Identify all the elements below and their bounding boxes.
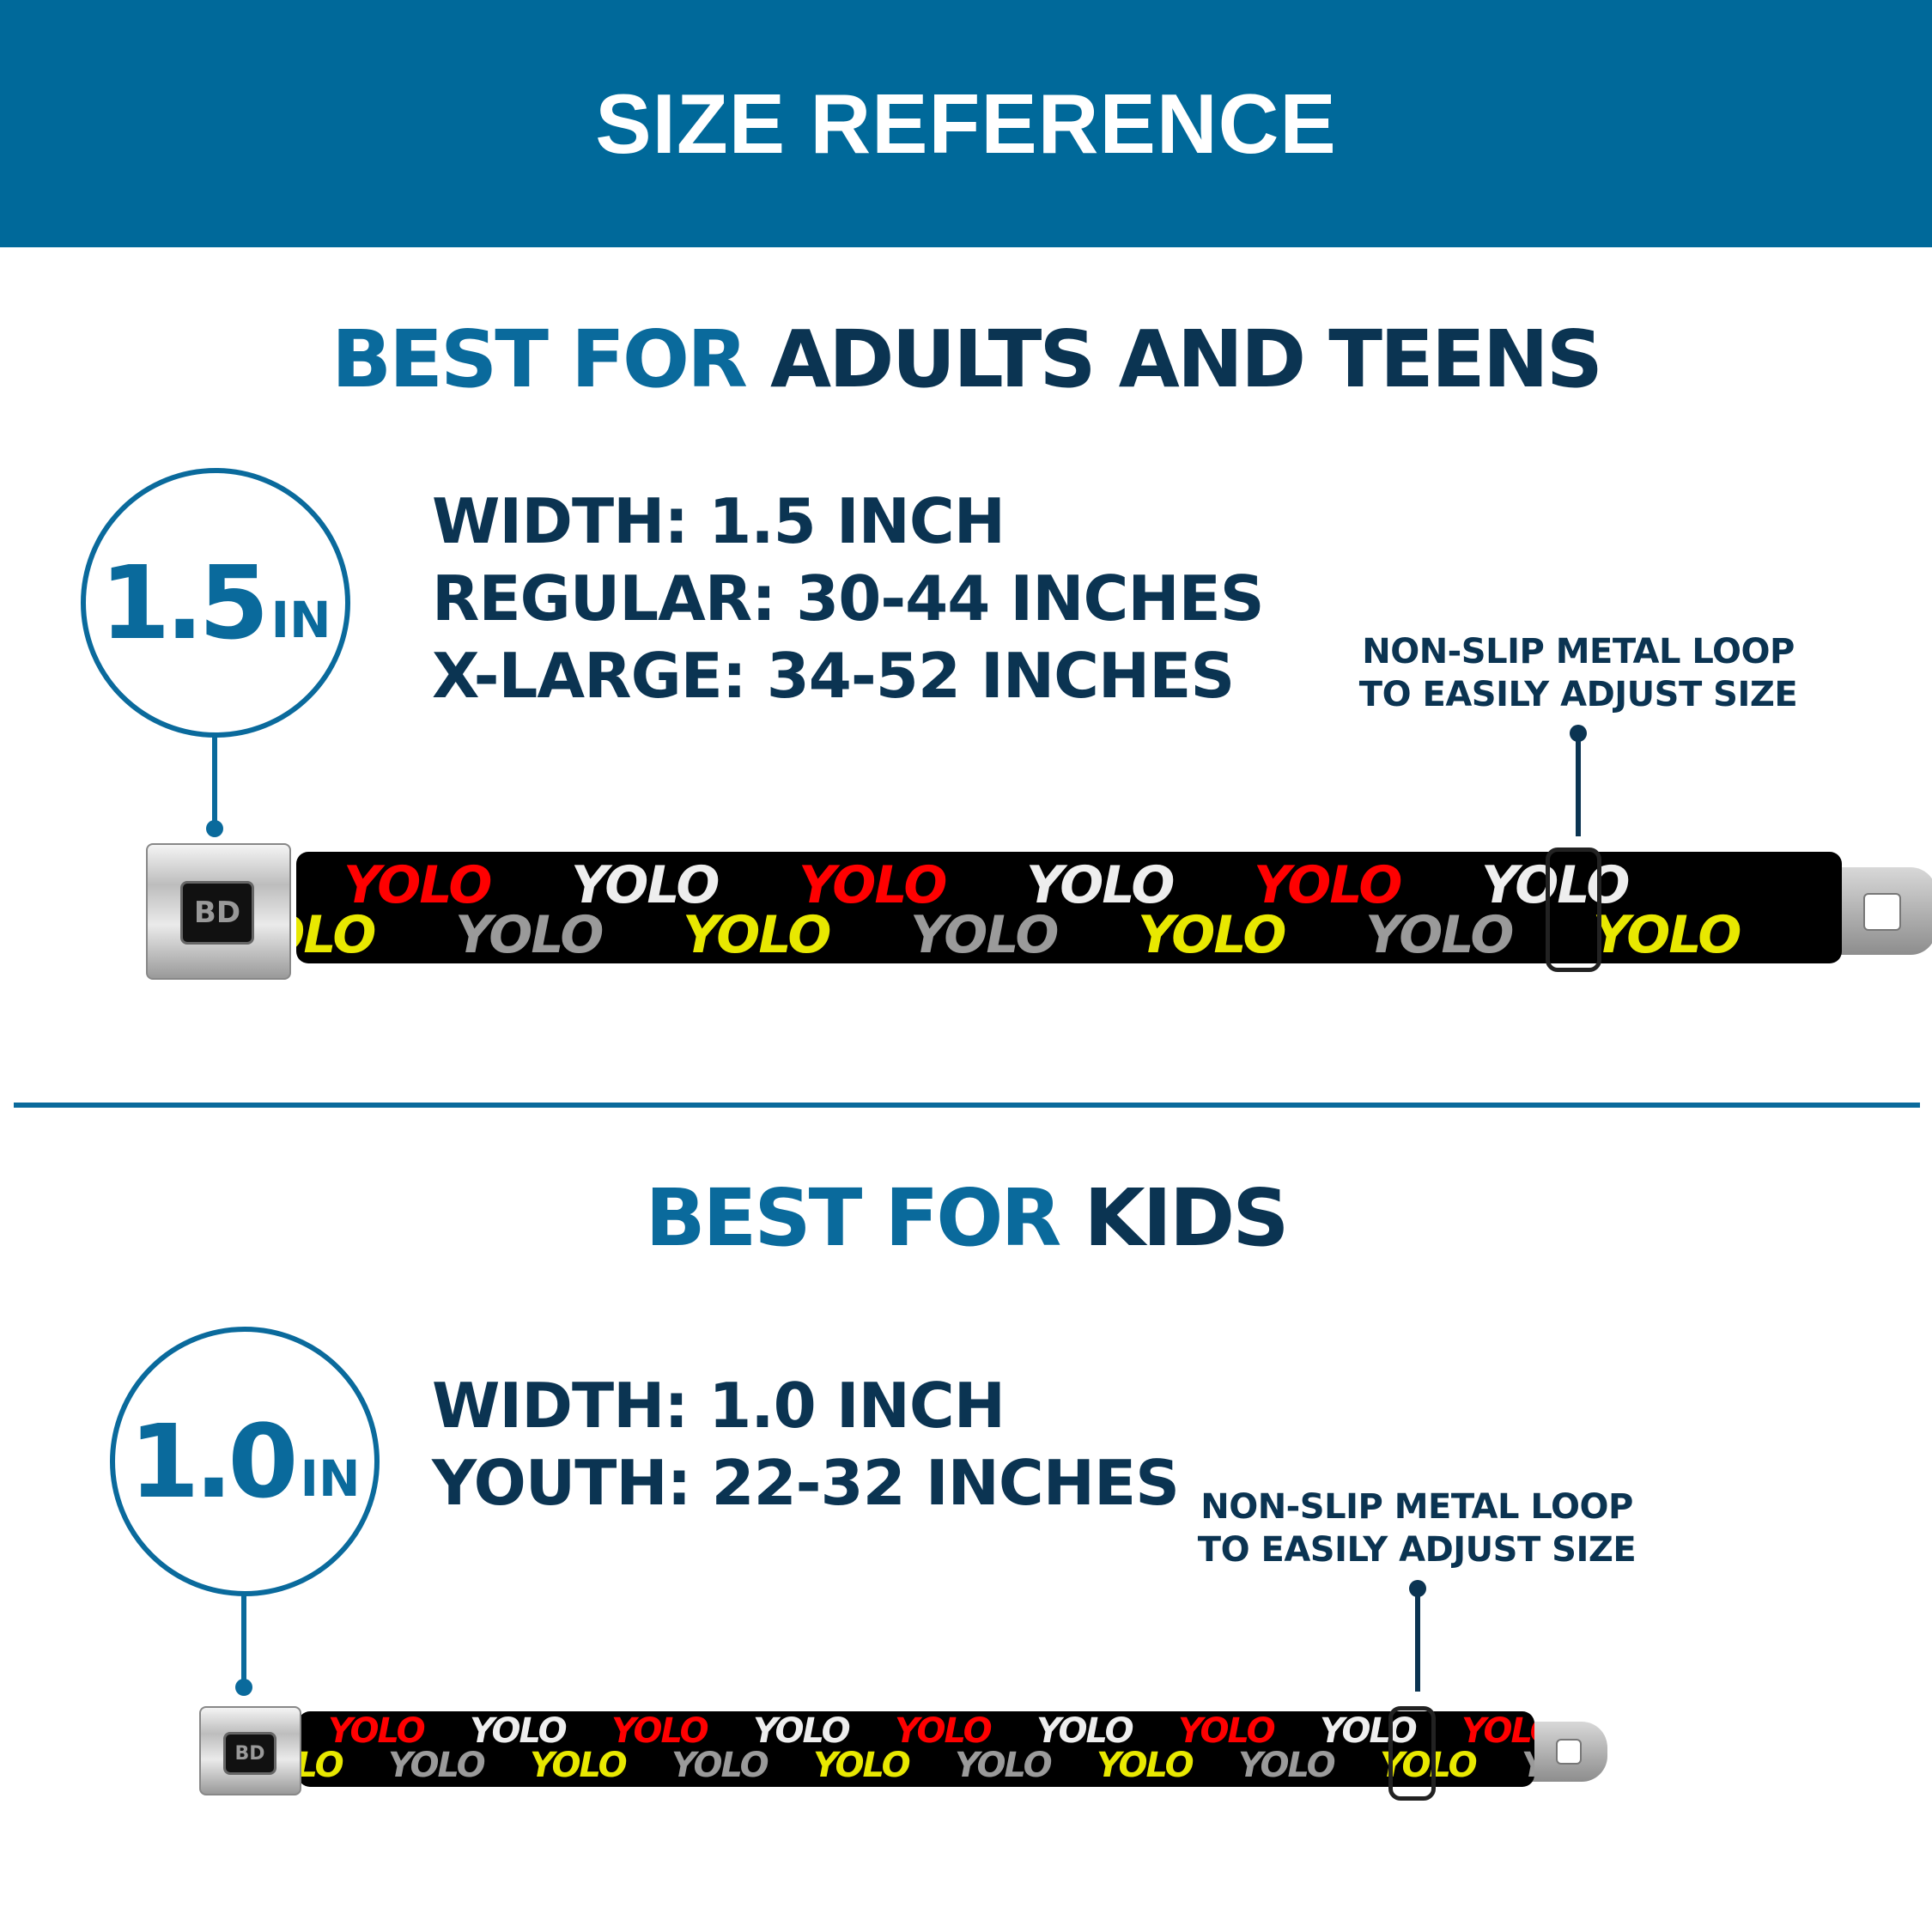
pattern-word: YOLO [388, 1746, 486, 1785]
pattern-word: YOLO [1097, 1746, 1194, 1785]
pattern-word: YOLO [530, 1746, 628, 1785]
spec-width: WIDTH: 1.5 INCH [432, 485, 1005, 557]
pattern-word: YOLO [455, 905, 604, 963]
pattern-word: YOLO [328, 1711, 426, 1751]
buckle: BD [199, 1706, 301, 1795]
pattern-row-bottom: YOLO YOLO YOLO YOLO YOLO YOLO YOLO YOLO YOLO YOLO [298, 1746, 1534, 1785]
section-divider [14, 1103, 1920, 1108]
pattern-word: YOLO [1238, 1746, 1336, 1785]
belt-kids: YOLOYOLOYOLOYOLOYOLOYOLOYOLOYOLOYOLO YOL… [199, 1704, 1607, 1801]
badge-connector-line [241, 1594, 246, 1684]
pattern-word: YOLO [470, 1711, 568, 1751]
pattern-word: YOLO [1138, 905, 1286, 963]
width-badge-adults: 1.5 IN [81, 468, 350, 738]
pattern-word: YOLO [343, 855, 492, 915]
pattern-word: YOLO [1254, 855, 1402, 915]
buckle: BD [146, 843, 291, 980]
loop-note-adults: NON-SLIP METAL LOOP TO EASILY ADJUST SIZ… [1358, 632, 1798, 714]
belt-strap: YOLOYOLOYOLOYOLOYOLOYOLOYOLOYOLOYOLO YOL… [298, 1711, 1534, 1787]
pattern-word: YOLO [955, 1746, 1053, 1785]
section-title-adults: BEST FOR ADULTS AND TEENS [331, 313, 1603, 405]
pattern-word: YOLO [1320, 1711, 1418, 1751]
pattern-word: YOLO [1365, 905, 1514, 963]
badge-connector-dot [206, 820, 223, 837]
loop-note-kids: NON-SLIP METAL LOOP TO EASILY ADJUST SIZ… [1197, 1487, 1637, 1570]
metal-loop [1388, 1706, 1436, 1801]
pattern-word: YOLO [1380, 1746, 1478, 1785]
spec-xlarge: X-LARGE: 34-52 INCHES [432, 640, 1235, 712]
page-title: SIZE REFERENCE [595, 76, 1337, 171]
spec-width: WIDTH: 1.0 INCH [432, 1370, 1005, 1442]
header-banner: SIZE REFERENCE [0, 0, 1932, 247]
badge-connector-dot [235, 1679, 252, 1696]
pattern-word: YOLO [611, 1711, 709, 1751]
pattern-word: YOLO [799, 855, 947, 915]
pattern-word: YOLO [296, 905, 376, 963]
pattern-word: YOLO [895, 1711, 993, 1751]
brand-emblem-icon: BD [180, 881, 254, 945]
pattern-row-bottom: YOLO YOLO YOLO YOLO YOLO YOLO YOLO [296, 905, 1820, 963]
specs-adults: WIDTH: 1.5 INCH REGULAR: 30-44 INCHES X-… [432, 483, 1265, 714]
pattern-row-top: YOLO YOLO YOLO YOLO YOLO YOLO [343, 855, 1709, 915]
pattern-word: YOLO [1036, 1711, 1134, 1751]
pattern-word: YOLO [1026, 855, 1175, 915]
pattern-word: YOLO [1481, 855, 1630, 915]
pattern-word: YOLO [813, 1746, 911, 1785]
pattern-word: YOLO [1461, 1711, 1534, 1751]
pattern-word: YOLO [298, 1746, 344, 1785]
pattern-word: YOLO [753, 1711, 851, 1751]
pattern-row-top: YOLO YOLO YOLO YOLO YOLO YOLO YOLO YOLO YOLO [328, 1711, 1534, 1751]
pattern-word: YOLO [571, 855, 720, 915]
specs-kids: WIDTH: 1.0 INCH YOUTH: 22-32 INCHES [432, 1367, 1180, 1522]
badge-connector-line [212, 735, 217, 825]
pattern-word: YOLO [1522, 1746, 1534, 1785]
section-title-kids: BEST FOR KIDS [645, 1172, 1289, 1264]
metal-loop [1546, 848, 1601, 972]
pattern-word: YOLO [910, 905, 1059, 963]
loop-pointer-line [1415, 1589, 1420, 1692]
pattern-word: YOLO [1178, 1711, 1276, 1751]
pattern-word: YOLO [683, 905, 831, 963]
brand-emblem-icon: BD [223, 1732, 276, 1775]
spec-youth: YOUTH: 22-32 INCHES [432, 1447, 1180, 1519]
loop-pointer-line [1576, 733, 1581, 836]
pattern-word: YOLO [1593, 905, 1741, 963]
width-badge-kids: 1.0 IN [110, 1327, 380, 1596]
pattern-word: YOLO [671, 1746, 769, 1785]
spec-regular: REGULAR: 30-44 INCHES [432, 562, 1265, 635]
